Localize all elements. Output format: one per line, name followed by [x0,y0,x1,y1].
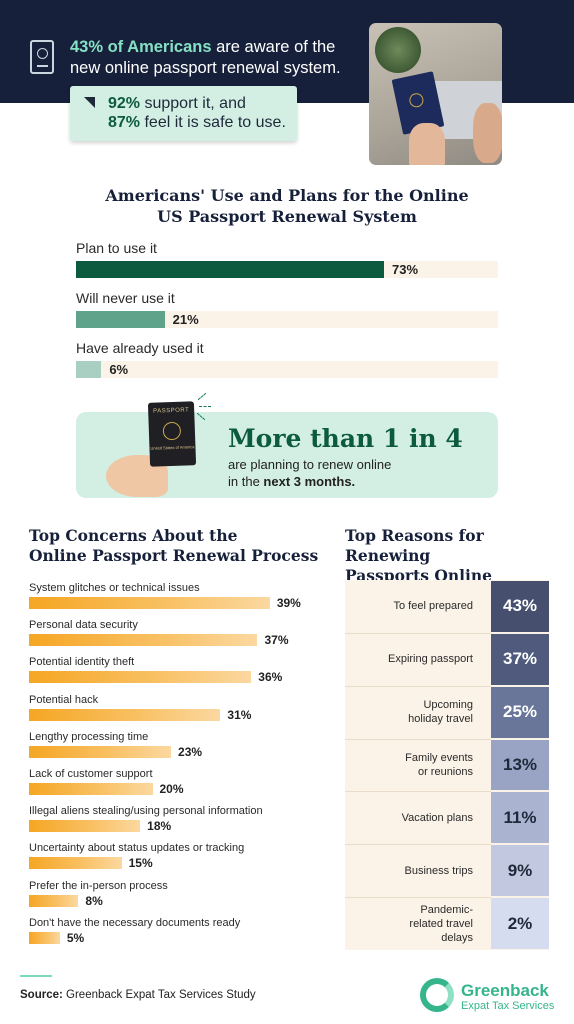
reason-row: Family events or reunions 13% [345,739,549,792]
concern-bar-label: System glitches or technical issues [29,582,200,594]
brand-subtitle: Expat Tax Services [461,1000,555,1012]
reasons-chart-title: Top Reasons for Renewing Passports Online [345,526,493,585]
concern-bar-value: 37% [264,633,289,648]
use-bar-track: 6% [76,361,498,378]
reason-row: To feel prepared 43% [345,580,549,633]
concerns-chart-title: Top Concerns About the Online Passport Re… [29,526,319,565]
reason-value: 9% [491,845,549,897]
greenback-logo-icon [420,978,454,1012]
hero-photo [369,23,502,165]
concern-bar [29,671,252,684]
reason-label: Upcoming holiday travel [408,699,473,726]
concern-bar-value: 23% [178,744,203,759]
use-bar [76,361,102,378]
concern-bar [29,857,122,870]
reason-label: To feel prepared [393,600,474,613]
concern-bar-label: Personal data security [29,619,138,632]
source-note: Source: Greenback Expat Tax Services Stu… [20,989,256,1001]
reason-row: Business trips 9% [345,844,549,897]
use-bar-value: 73% [392,262,419,277]
reason-divider [345,632,491,634]
use-bar-label: Have already used it [76,340,204,356]
concern-bar-value: 31% [227,707,252,722]
reason-divider [345,791,491,793]
reason-label: Family events or reunions [405,751,473,778]
use-bar [76,261,385,278]
concern-bar-value: 5% [66,930,85,945]
concern-bar-value: 20% [159,782,184,796]
reason-label: Expiring passport [388,653,473,666]
concern-bar-label: Don't have the necessary documents ready [29,916,241,929]
concern-bar-label: Lack of customer support [29,768,153,780]
concern-bar [29,708,221,721]
concern-bar-value: 39% [276,596,301,610]
reason-divider [345,897,491,899]
concern-bar-value: 15% [128,856,153,871]
reason-row: Vacation plans 11% [345,791,549,844]
use-bar-track: 21% [76,311,498,328]
concern-bar-value: 8% [85,893,103,908]
reason-label: Vacation plans [401,811,473,824]
brand-name: Greenback [461,981,549,1000]
use-chart-title: Americans' Use and Plans for the Online U… [105,186,469,226]
concern-bar [29,820,141,833]
passport-icon [30,40,54,74]
reason-divider [345,738,491,740]
source-rule [20,975,52,977]
concern-bar-label: Prefer the in-person process [29,879,168,892]
concern-bar-value: 36% [258,670,283,685]
banner-line-1: are planning to renew online [228,457,392,472]
concern-bar [29,931,60,944]
reason-label: Pandemic-related travel delays [409,903,473,944]
banner-line-2: in the next 3 months. [228,474,356,489]
concern-bar-label: Uncertainty about status updates or trac… [29,842,245,855]
reason-row: Expiring passport 37% [345,633,549,686]
concern-bar [29,783,153,795]
reasons-table: To feel prepared 43% Expiring passport 37% U… [345,580,549,950]
awareness-stat: 43% of Americans are aware of the new on… [70,38,341,77]
support-callout: 92% support it, and 87% feel it is safe … [70,86,297,141]
reason-value: 43% [491,581,549,632]
concern-bar [29,634,258,647]
reason-value: 37% [491,633,549,685]
concern-bar-label: Lengthy processing time [29,730,149,743]
use-bar [76,311,165,328]
reason-divider [345,685,491,687]
reason-row: Upcoming holiday travel 25% [345,686,549,739]
concern-bar-label: Potential hack [29,693,99,706]
reason-value: 13% [491,739,549,791]
passport-illustration: PASSPORT United States of America [147,401,197,467]
concern-bar [29,745,172,758]
use-bar-value: 6% [109,362,129,377]
reason-label: Business trips [404,864,473,877]
concern-bar-value: 18% [147,819,172,834]
sparkle-line [199,406,211,407]
use-bar-value: 21% [172,312,199,327]
concern-bar [29,894,79,907]
reason-row: Pandemic-related travel delays 2% [345,897,549,950]
corner-triangle-icon [84,97,95,108]
banner-headline: More than 1 in 4 [228,424,463,453]
reason-divider [345,844,491,846]
renew-banner: More than 1 in 4 are planning to renew o… [76,412,498,498]
concern-bar-label: Potential identity theft [29,656,135,669]
use-bar-track: 73% [76,261,498,278]
sparkle-line [197,392,207,401]
reason-value: 2% [491,898,549,949]
reason-value: 11% [491,792,549,844]
use-bar-label: Plan to use it [76,240,157,256]
concern-bar [29,597,270,609]
use-bar-label: Will never use it [76,290,175,306]
reason-value: 25% [491,686,549,738]
concern-bar-label: Illegal aliens stealing/using personal i… [29,805,263,818]
